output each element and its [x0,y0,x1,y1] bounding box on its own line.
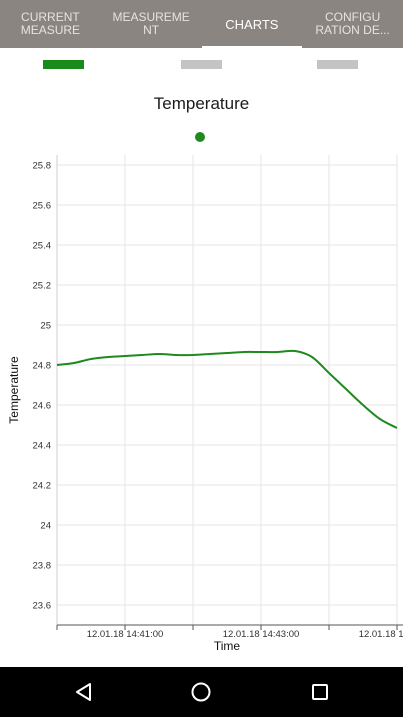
x-tick-label: 12.01.18 14:45:00 [359,629,403,640]
y-tick-label: 25.4 [33,241,52,252]
chart-title: Temperature [153,94,250,113]
y-tick-label: 25.2 [33,281,52,292]
back-triangle-icon[interactable] [72,680,96,704]
tab-bar: CURRENT MEASURE MEASUREME NT CHARTS CONF… [0,0,403,48]
page-indicator-2[interactable] [181,60,222,69]
home-circle-icon[interactable] [189,680,213,704]
x-tick-label: 12.01.18 14:43:00 [223,629,300,640]
android-nav-bar [0,667,403,717]
tab-configuration[interactable]: CONFIGU RATION DE... [315,10,390,37]
tab-charts[interactable]: CHARTS [201,0,303,48]
x-tick-label: 12.01.18 14:41:00 [87,629,164,640]
y-tick-label: 24.2 [33,481,52,492]
y-tick-label: 25.6 [33,201,52,212]
y-tick-label: 23.6 [33,601,52,612]
y-tick-label: 24 [40,521,51,532]
y-tick-label: 25 [40,321,51,332]
page-indicator-1[interactable] [43,60,84,69]
series-line-0 [56,349,398,429]
y-tick-label: 24.4 [33,441,52,452]
x-axis-title: Time [214,639,241,653]
page-indicator-3[interactable] [317,60,358,69]
temperature-chart[interactable]: 23.6 23.8 24 24.2 24.4 24.6 24.8 25 25.2 25.4 25.6… [0,145,403,660]
y-axis-title: Temperature [7,356,21,424]
tab-current-measure[interactable]: CURRENT MEASURE [20,10,81,37]
recents-square-icon[interactable] [308,680,332,704]
legend-dot [195,132,205,142]
page-indicators [0,58,403,70]
y-tick-label: 24.8 [33,361,52,372]
tab-measurement[interactable]: MEASUREME NT [112,10,190,37]
y-tick-label: 25.8 [33,161,52,172]
y-tick-label: 24.6 [33,401,52,412]
y-tick-label: 23.8 [33,561,52,572]
